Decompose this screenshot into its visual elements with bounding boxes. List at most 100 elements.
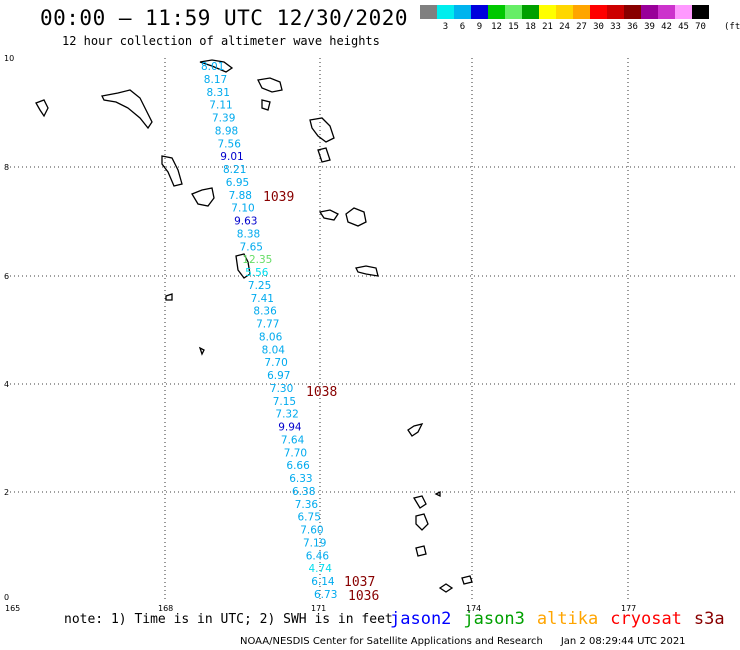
legend-swatch bbox=[471, 5, 488, 19]
legend-swatch bbox=[505, 5, 522, 19]
island-outline bbox=[317, 147, 331, 163]
wave-height-value: 7.70 bbox=[284, 447, 307, 459]
wave-height-value: 7.64 bbox=[281, 435, 305, 447]
legend-label: 6 bbox=[459, 22, 466, 32]
wave-height-value: 8.01 bbox=[201, 61, 224, 73]
wave-height-value: 7.11 bbox=[209, 100, 232, 112]
credit-text: NOAA/NESDIS Center for Satellite Applica… bbox=[240, 636, 543, 647]
legend-label: 12 bbox=[491, 22, 502, 32]
island-outline bbox=[415, 513, 429, 531]
wave-height-value: 7.60 bbox=[300, 525, 323, 537]
legend-label: 36 bbox=[627, 22, 638, 32]
wave-height-value: 8.21 bbox=[223, 164, 246, 176]
wave-height-value: 8.98 bbox=[215, 125, 238, 137]
mission-label-cryosat: cryosat bbox=[610, 609, 682, 629]
wave-height-value: 8.36 bbox=[253, 306, 277, 318]
x-tick-label: 171 bbox=[311, 604, 326, 613]
wave-height-value: 7.41 bbox=[251, 293, 274, 305]
island-outline bbox=[199, 59, 234, 73]
wave-height-value: 7.36 bbox=[295, 499, 319, 511]
map-grid bbox=[10, 58, 735, 600]
mission-label-jason3: jason3 bbox=[463, 609, 525, 629]
wave-height-value: 12.35 bbox=[242, 254, 272, 266]
legend-label: 18 bbox=[525, 22, 536, 32]
legend-label: 3 bbox=[442, 22, 449, 32]
island-outline bbox=[434, 490, 441, 498]
island-outline bbox=[257, 77, 283, 93]
legend-label: 9 bbox=[476, 22, 483, 32]
wave-height-value: 6.97 bbox=[267, 370, 290, 382]
wave-height-value: 8.31 bbox=[207, 87, 230, 99]
wave-height-value: 7.15 bbox=[273, 396, 296, 408]
wave-height-value: 4.74 bbox=[309, 563, 333, 575]
island-outline bbox=[235, 253, 251, 279]
legend-label: 45 bbox=[678, 22, 689, 32]
island-outline bbox=[35, 99, 49, 118]
wave-height-value: 7.25 bbox=[248, 280, 271, 292]
x-tick-label: 174 bbox=[466, 604, 481, 613]
wave-height-value: 6.33 bbox=[289, 473, 312, 485]
wave-observations: 8.018.178.317.117.398.987.569.018.216.95… bbox=[201, 61, 337, 601]
page-subtitle: 12 hour collection of altimeter wave hei… bbox=[62, 34, 380, 48]
color-scale-units: (ft) bbox=[724, 22, 740, 32]
wave-height-value: 8.04 bbox=[262, 344, 286, 356]
wave-height-value: 7.56 bbox=[218, 138, 242, 150]
wave-height-value: 8.38 bbox=[237, 228, 260, 240]
legend-swatch bbox=[641, 5, 658, 19]
x-tick-label: 177 bbox=[621, 604, 636, 613]
wave-height-value: 5.56 bbox=[245, 267, 269, 279]
legend-swatch bbox=[692, 5, 709, 19]
page-title: 00:00 – 11:59 UTC 12/30/2020 bbox=[40, 6, 409, 30]
generation-timestamp: Jan 2 08:29:44 UTC 2021 bbox=[560, 636, 686, 647]
wave-height-value: 6.66 bbox=[286, 460, 310, 472]
wave-height-value: 7.10 bbox=[231, 203, 254, 215]
mission-label-altika: altika bbox=[536, 609, 599, 629]
legend-swatch bbox=[420, 5, 437, 19]
island-outline bbox=[101, 89, 153, 130]
y-tick-label: 8 bbox=[4, 163, 9, 172]
legend-label: 24 bbox=[559, 22, 570, 32]
island-outlines bbox=[35, 59, 473, 593]
x-tick-label: 165 bbox=[5, 604, 20, 613]
legend-label: 30 bbox=[593, 22, 604, 32]
mission-label-s3a: s3a bbox=[693, 609, 725, 629]
island-outline bbox=[461, 575, 473, 585]
island-outline bbox=[161, 155, 183, 187]
wave-height-value: 7.30 bbox=[270, 383, 293, 395]
y-tick-label: 6 bbox=[4, 272, 9, 281]
pass-time-label: 1037 bbox=[344, 575, 375, 590]
island-outline bbox=[438, 583, 454, 593]
wave-height-value: 7.39 bbox=[212, 113, 235, 125]
credit-line: NOAA/NESDIS Center for Satellite Applica… bbox=[240, 636, 686, 647]
legend-swatch bbox=[658, 5, 675, 19]
wave-height-value: 6.73 bbox=[314, 589, 337, 601]
legend-swatch bbox=[624, 5, 641, 19]
wave-height-value: 8.17 bbox=[204, 74, 227, 86]
y-tick-label: 4 bbox=[4, 380, 9, 389]
pass-time-label: 1036 bbox=[348, 589, 379, 604]
wave-height-value: 7.88 bbox=[229, 190, 252, 202]
legend-label: 21 bbox=[542, 22, 553, 32]
wave-height-value: 7.70 bbox=[264, 357, 287, 369]
legend-label: 70 bbox=[695, 22, 706, 32]
pass-time-label: 1038 bbox=[306, 385, 337, 400]
wave-height-value: 6.38 bbox=[292, 486, 315, 498]
legend-label: 27 bbox=[576, 22, 587, 32]
wave-height-value: 9.94 bbox=[278, 422, 302, 434]
wave-height-value: 8.06 bbox=[259, 331, 283, 343]
island-outline bbox=[412, 495, 427, 509]
legend-swatch bbox=[607, 5, 624, 19]
island-outline bbox=[309, 117, 335, 143]
legend-label: 42 bbox=[661, 22, 672, 32]
island-outline bbox=[261, 99, 271, 111]
y-tick-label: 10 bbox=[4, 54, 14, 63]
island-outline bbox=[165, 293, 173, 301]
island-outline bbox=[198, 346, 205, 356]
island-outline bbox=[407, 423, 424, 437]
island-outline bbox=[318, 209, 339, 221]
y-tick-label: 2 bbox=[4, 488, 9, 497]
legend-swatch bbox=[573, 5, 590, 19]
legend-swatch bbox=[556, 5, 573, 19]
